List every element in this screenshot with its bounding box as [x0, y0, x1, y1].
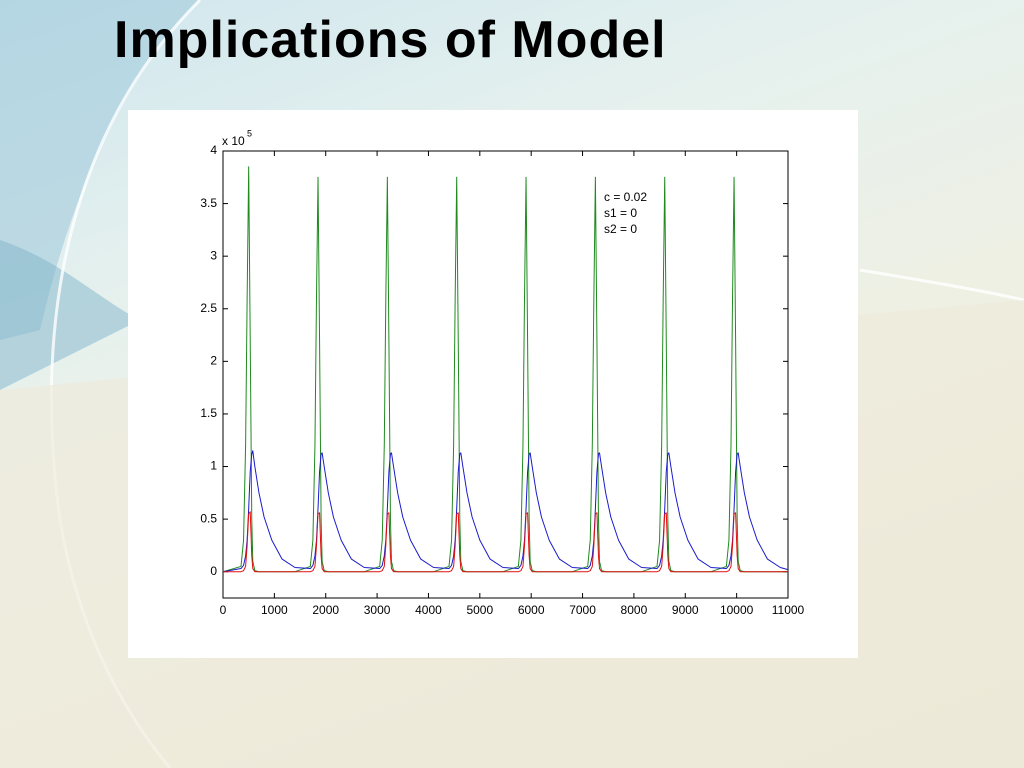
slide-title: Implications of Model	[114, 11, 667, 69]
x-tick-label: 6000	[518, 603, 545, 617]
x-tick-label: 0	[220, 603, 227, 617]
y-tick-label: 0	[210, 564, 217, 578]
annotation: s1 = 0	[604, 206, 637, 220]
data-line	[223, 511, 788, 573]
data-line	[222, 450, 789, 573]
x-tick-label: 4000	[415, 603, 442, 617]
chart: x 10 5 0 0.5 1 1.5 2 2.5 3 3.5 4 0 1000 2000 3000 400…	[200, 128, 805, 617]
y-multiplier-exponent: 5	[247, 128, 252, 138]
y-tick-label: 2	[210, 354, 217, 368]
y-tick-label: 1.5	[200, 406, 217, 420]
plot-panel: x 10 5 0 0.5 1 1.5 2 2.5 3 3.5 4 0 1000 2000 3000 400…	[128, 110, 858, 658]
x-tick-label: 10000	[720, 603, 754, 617]
x-tick-label: 11000	[772, 603, 805, 617]
x-tick-label: 5000	[466, 603, 493, 617]
annotation: s2 = 0	[604, 222, 637, 236]
y-tick-label: 2.5	[200, 301, 217, 315]
swoosh	[0, 0, 200, 340]
data-line	[222, 166, 788, 573]
y-tick-label: 3.5	[200, 196, 217, 210]
x-tick-label: 2000	[312, 603, 339, 617]
x-tick-label: 3000	[364, 603, 391, 617]
x-tick-label: 8000	[621, 603, 648, 617]
plot-frame	[222, 150, 789, 599]
y-multiplier: x 10	[222, 134, 245, 148]
x-tick-label: 7000	[569, 603, 596, 617]
annotation: c = 0.02	[604, 190, 647, 204]
y-tick-label: 3	[210, 248, 217, 262]
y-tick-label: 1	[210, 459, 217, 473]
x-tick-label: 9000	[672, 603, 699, 617]
swoosh	[0, 240, 140, 390]
y-tick-label: 4	[210, 143, 217, 157]
x-tick-label: 1000	[261, 603, 288, 617]
y-tick-label: 0.5	[200, 511, 217, 525]
swoosh-line	[859, 268, 1024, 302]
